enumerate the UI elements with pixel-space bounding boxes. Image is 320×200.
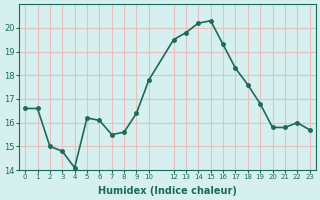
X-axis label: Humidex (Indice chaleur): Humidex (Indice chaleur): [98, 186, 237, 196]
